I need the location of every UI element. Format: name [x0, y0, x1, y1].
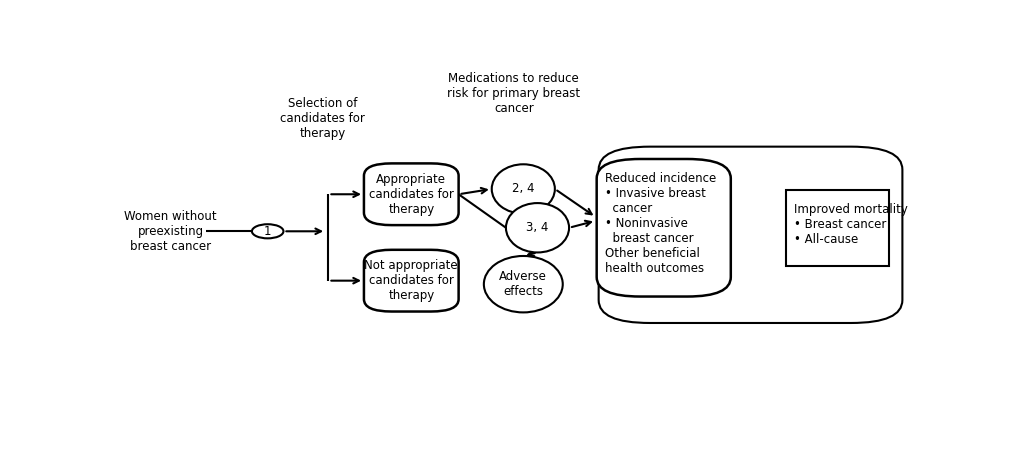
Ellipse shape [506, 203, 569, 252]
Ellipse shape [484, 256, 563, 312]
Text: Selection of
candidates for
therapy: Selection of candidates for therapy [281, 97, 365, 140]
Text: Medications to reduce
risk for primary breast
cancer: Medications to reduce risk for primary b… [447, 72, 580, 115]
Text: 3, 4: 3, 4 [526, 221, 549, 234]
FancyBboxPatch shape [786, 190, 889, 266]
Text: Improved mortality
• Breast cancer
• All-cause: Improved mortality • Breast cancer • All… [794, 203, 908, 246]
FancyBboxPatch shape [597, 159, 731, 296]
FancyBboxPatch shape [599, 147, 902, 323]
FancyBboxPatch shape [364, 164, 458, 225]
FancyBboxPatch shape [364, 250, 458, 311]
Text: Reduced incidence
• Invasive breast
  cancer
• Noninvasive
  breast cancer
Other: Reduced incidence • Invasive breast canc… [605, 172, 716, 275]
Text: Appropriate
candidates for
therapy: Appropriate candidates for therapy [369, 173, 454, 216]
Circle shape [251, 224, 283, 238]
Text: Women without
preexisting
breast cancer: Women without preexisting breast cancer [124, 210, 217, 253]
Text: 1: 1 [264, 225, 272, 238]
Text: Adverse
effects: Adverse effects [500, 270, 548, 298]
Ellipse shape [492, 164, 555, 213]
Text: Not appropriate
candidates for
therapy: Not appropriate candidates for therapy [364, 259, 458, 302]
Text: 2, 4: 2, 4 [512, 182, 534, 196]
